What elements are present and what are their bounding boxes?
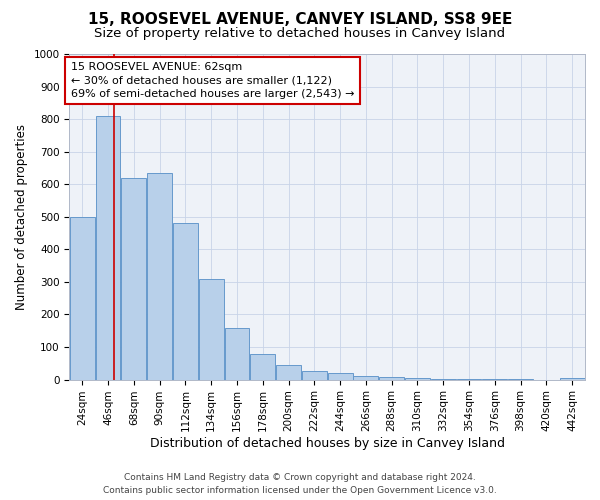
Bar: [379, 377, 404, 380]
Bar: [95, 116, 121, 380]
Bar: [147, 173, 172, 380]
Y-axis label: Number of detached properties: Number of detached properties: [15, 124, 28, 310]
Text: Contains HM Land Registry data © Crown copyright and database right 2024.
Contai: Contains HM Land Registry data © Crown c…: [103, 474, 497, 495]
Text: 15 ROOSEVEL AVENUE: 62sqm
← 30% of detached houses are smaller (1,122)
69% of se: 15 ROOSEVEL AVENUE: 62sqm ← 30% of detac…: [71, 62, 354, 98]
Bar: [121, 178, 146, 380]
X-axis label: Distribution of detached houses by size in Canvey Island: Distribution of detached houses by size …: [150, 437, 505, 450]
Bar: [302, 372, 327, 380]
Bar: [173, 224, 198, 380]
Bar: [353, 376, 378, 380]
Bar: [199, 278, 224, 380]
Bar: [224, 328, 250, 380]
Bar: [250, 354, 275, 380]
Bar: [431, 378, 455, 380]
Bar: [328, 373, 353, 380]
Bar: [560, 378, 584, 380]
Text: 15, ROOSEVEL AVENUE, CANVEY ISLAND, SS8 9EE: 15, ROOSEVEL AVENUE, CANVEY ISLAND, SS8 …: [88, 12, 512, 28]
Bar: [405, 378, 430, 380]
Bar: [276, 365, 301, 380]
Bar: [457, 379, 481, 380]
Text: Size of property relative to detached houses in Canvey Island: Size of property relative to detached ho…: [94, 28, 506, 40]
Bar: [70, 217, 95, 380]
